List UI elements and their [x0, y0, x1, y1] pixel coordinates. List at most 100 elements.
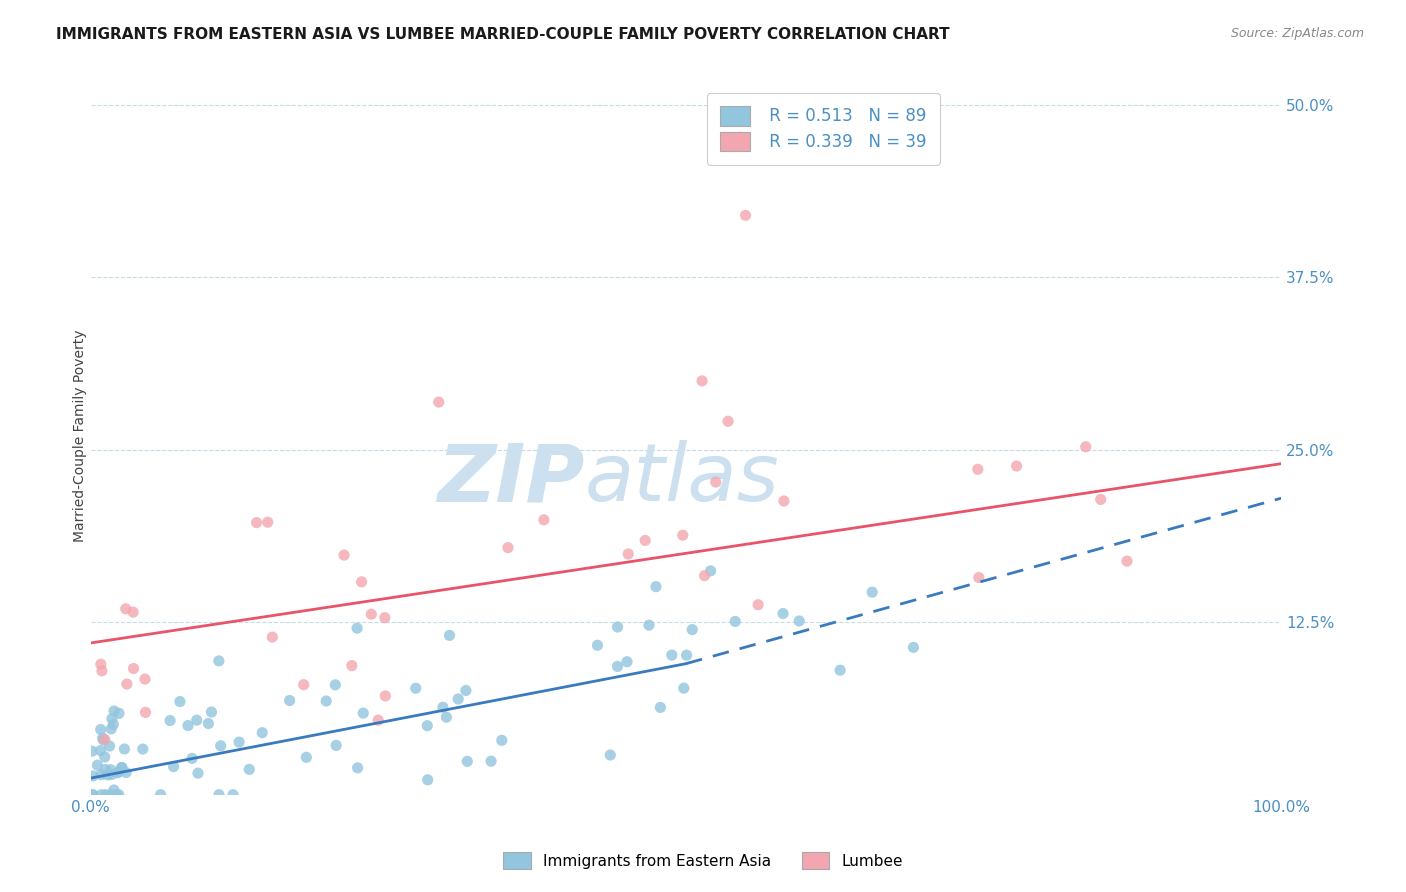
Point: [252, 725, 274, 739]
Point: [222, 788, 245, 802]
Point: [432, 700, 454, 714]
Point: [374, 689, 396, 703]
Point: [860, 585, 883, 599]
Point: [773, 494, 796, 508]
Point: [107, 764, 129, 779]
Point: [634, 533, 657, 548]
Point: [315, 694, 337, 708]
Point: [238, 763, 260, 777]
Point: [90, 788, 112, 802]
Point: [586, 638, 609, 652]
Point: [496, 541, 519, 555]
Point: [115, 765, 138, 780]
Point: [159, 714, 181, 728]
Text: atlas: atlas: [585, 440, 779, 518]
Point: [115, 677, 138, 691]
Point: [346, 761, 368, 775]
Point: [100, 767, 122, 781]
Point: [256, 515, 278, 529]
Text: ZIP: ZIP: [437, 440, 585, 518]
Point: [162, 759, 184, 773]
Point: [479, 754, 502, 768]
Point: [333, 548, 356, 562]
Point: [367, 713, 389, 727]
Point: [638, 618, 661, 632]
Point: [200, 705, 222, 719]
Point: [80, 744, 103, 758]
Point: [90, 723, 112, 737]
Point: [599, 747, 621, 762]
Point: [228, 735, 250, 749]
Point: [616, 655, 638, 669]
Text: IMMIGRANTS FROM EASTERN ASIA VS LUMBEE MARRIED-COUPLE FAMILY POVERTY CORRELATION: IMMIGRANTS FROM EASTERN ASIA VS LUMBEE M…: [56, 27, 950, 42]
Point: [447, 692, 470, 706]
Point: [606, 659, 628, 673]
Point: [830, 663, 852, 677]
Y-axis label: Married-Couple Family Poverty: Married-Couple Family Poverty: [73, 330, 87, 542]
Point: [436, 710, 458, 724]
Point: [278, 693, 301, 707]
Point: [416, 719, 439, 733]
Point: [101, 712, 124, 726]
Text: Source: ZipAtlas.com: Source: ZipAtlas.com: [1230, 27, 1364, 40]
Point: [98, 739, 121, 753]
Point: [197, 716, 219, 731]
Point: [82, 788, 104, 802]
Point: [606, 620, 628, 634]
Point: [1005, 458, 1028, 473]
Point: [208, 788, 231, 802]
Point: [717, 414, 740, 428]
Point: [90, 768, 112, 782]
Point: [187, 766, 209, 780]
Point: [94, 788, 117, 802]
Point: [645, 580, 668, 594]
Point: [105, 788, 128, 802]
Point: [100, 763, 122, 777]
Point: [94, 763, 117, 777]
Point: [693, 568, 716, 582]
Point: [439, 628, 461, 642]
Point: [1074, 440, 1097, 454]
Point: [704, 475, 727, 489]
Point: [1116, 554, 1139, 568]
Point: [107, 765, 129, 780]
Point: [93, 733, 115, 747]
Point: [94, 732, 117, 747]
Point: [110, 761, 132, 775]
Point: [114, 601, 136, 615]
Point: [672, 681, 695, 695]
Point: [323, 678, 346, 692]
Point: [181, 751, 204, 765]
Point: [86, 758, 108, 772]
Point: [617, 547, 640, 561]
Legend:  R = 0.513   N = 89,  R = 0.339   N = 39: R = 0.513 N = 89, R = 0.339 N = 39: [707, 93, 939, 165]
Point: [132, 742, 155, 756]
Point: [98, 788, 121, 802]
Point: [650, 700, 672, 714]
Point: [208, 654, 231, 668]
Point: [111, 761, 134, 775]
Point: [681, 623, 703, 637]
Point: [747, 598, 769, 612]
Point: [405, 681, 427, 696]
Point: [82, 788, 104, 802]
Point: [724, 615, 747, 629]
Point: [734, 208, 756, 222]
Point: [100, 722, 122, 736]
Point: [352, 706, 374, 720]
Point: [186, 713, 208, 727]
Point: [134, 706, 156, 720]
Point: [966, 462, 988, 476]
Point: [295, 750, 318, 764]
Point: [454, 683, 477, 698]
Point: [134, 672, 156, 686]
Point: [89, 743, 111, 757]
Point: [491, 733, 513, 747]
Point: [177, 718, 200, 732]
Point: [699, 564, 721, 578]
Point: [772, 607, 794, 621]
Point: [103, 783, 125, 797]
Point: [1090, 492, 1112, 507]
Point: [374, 611, 396, 625]
Point: [787, 614, 810, 628]
